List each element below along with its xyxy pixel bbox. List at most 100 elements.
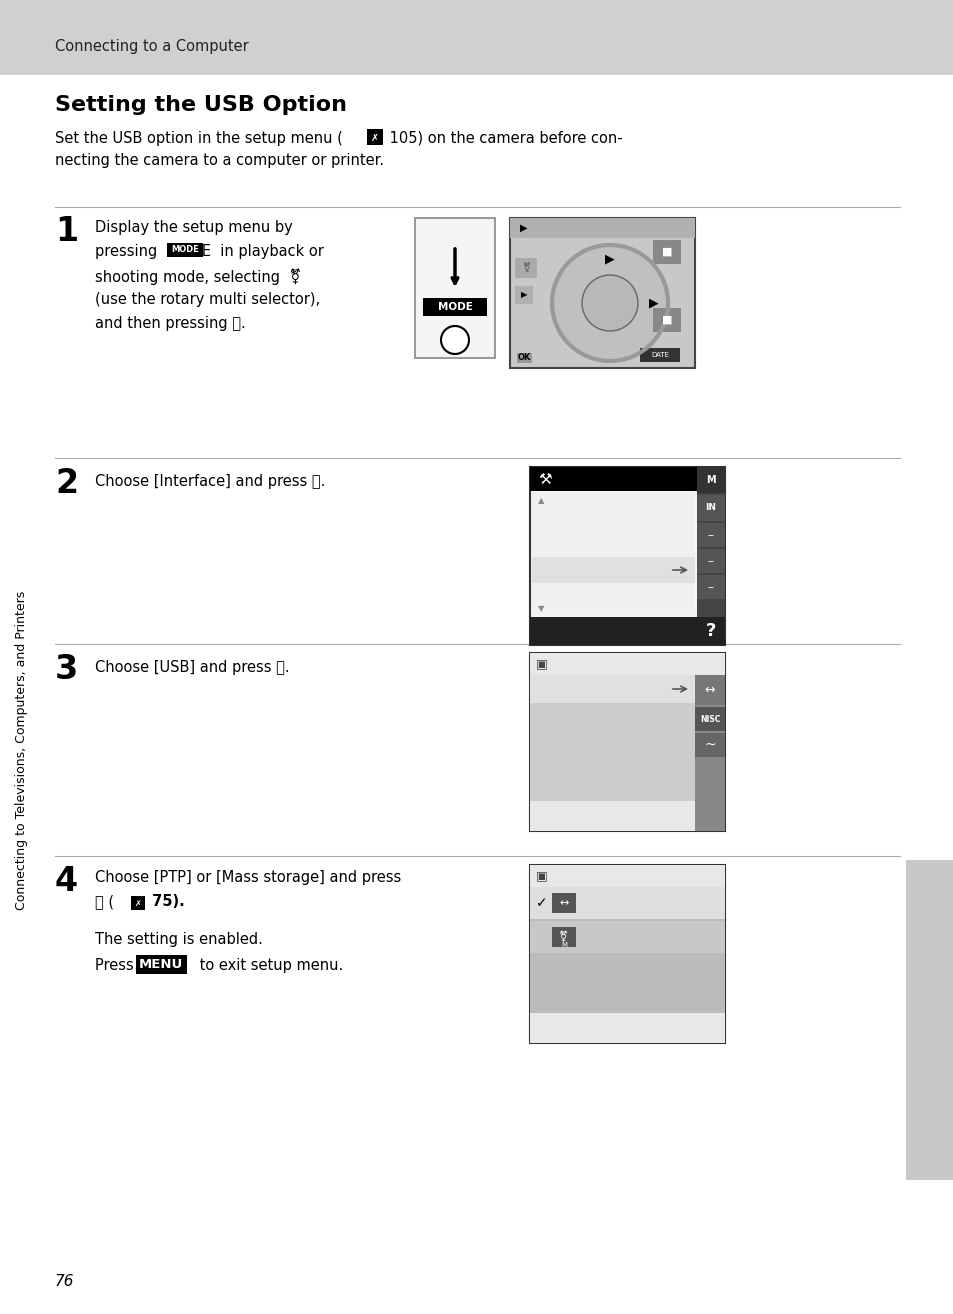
Text: to exit setup menu.: to exit setup menu. xyxy=(194,958,343,972)
Text: ▶: ▶ xyxy=(520,290,527,300)
Bar xyxy=(530,887,724,918)
Text: (use the rotary multi selector),: (use the rotary multi selector), xyxy=(95,292,320,307)
Text: ▶: ▶ xyxy=(604,252,614,265)
Circle shape xyxy=(581,275,638,331)
Bar xyxy=(131,896,145,911)
Bar xyxy=(530,865,724,1043)
Bar xyxy=(530,1013,724,1043)
Bar xyxy=(530,653,724,830)
Text: Display the setup menu by: Display the setup menu by xyxy=(95,219,293,235)
Text: ⚧: ⚧ xyxy=(558,932,568,942)
Circle shape xyxy=(552,244,667,361)
Bar xyxy=(695,675,724,706)
Text: 4: 4 xyxy=(55,865,78,897)
Text: 76: 76 xyxy=(55,1275,74,1289)
Bar xyxy=(530,618,724,645)
Text: ■: ■ xyxy=(661,247,672,258)
Bar xyxy=(530,675,695,703)
Text: MODE: MODE xyxy=(437,302,472,311)
Bar xyxy=(552,926,576,947)
Bar xyxy=(510,218,695,368)
Text: necting the camera to a computer or printer.: necting the camera to a computer or prin… xyxy=(55,152,384,167)
Text: ▣: ▣ xyxy=(536,657,547,670)
Text: NISC: NISC xyxy=(700,715,720,724)
Bar xyxy=(167,243,203,258)
Text: M: M xyxy=(560,942,566,947)
Text: --: -- xyxy=(707,556,714,566)
Bar xyxy=(697,523,724,547)
Bar xyxy=(530,466,724,645)
Text: 105) on the camera before con-: 105) on the camera before con- xyxy=(385,130,622,146)
Bar xyxy=(515,258,537,279)
Bar xyxy=(639,348,679,361)
Bar xyxy=(695,707,724,731)
Bar xyxy=(530,887,724,1043)
Text: MENU: MENU xyxy=(139,958,183,971)
Bar xyxy=(515,286,533,304)
Bar xyxy=(530,653,724,830)
Text: ↔: ↔ xyxy=(558,897,568,908)
Text: Setting the USB Option: Setting the USB Option xyxy=(55,95,347,116)
Text: Press: Press xyxy=(95,958,138,972)
Text: pressing  MODE  in playback or: pressing MODE in playback or xyxy=(95,244,323,259)
Text: 3: 3 xyxy=(55,653,78,686)
Text: ✗: ✗ xyxy=(371,133,378,143)
Text: and then pressing Ⓢ.: and then pressing Ⓢ. xyxy=(95,315,246,331)
Text: ▶: ▶ xyxy=(648,297,659,310)
Bar xyxy=(530,921,724,953)
Text: ✗: ✗ xyxy=(134,899,141,908)
Text: Set the USB option in the setup menu (: Set the USB option in the setup menu ( xyxy=(55,130,342,146)
Text: ▶: ▶ xyxy=(519,223,527,233)
Text: Choose [Interface] and press Ⓢ.: Choose [Interface] and press Ⓢ. xyxy=(95,474,325,489)
Text: ▣: ▣ xyxy=(536,870,547,883)
Bar xyxy=(530,865,724,887)
Text: ⚧: ⚧ xyxy=(521,263,530,273)
Text: 2: 2 xyxy=(55,466,78,501)
Bar xyxy=(530,675,695,830)
Text: DATE: DATE xyxy=(650,352,668,357)
Bar xyxy=(367,129,382,145)
Bar xyxy=(905,859,953,1180)
Circle shape xyxy=(440,326,469,353)
Bar xyxy=(697,495,724,520)
Bar xyxy=(530,653,724,675)
Bar xyxy=(532,557,695,583)
Bar xyxy=(697,466,724,493)
Bar xyxy=(415,218,495,357)
Bar xyxy=(510,218,695,238)
Bar xyxy=(552,894,576,913)
Bar xyxy=(415,218,495,357)
Text: Ⓢ (: Ⓢ ( xyxy=(95,894,114,909)
Text: Choose [USB] and press Ⓢ.: Choose [USB] and press Ⓢ. xyxy=(95,660,290,675)
Bar xyxy=(697,466,724,645)
Text: shooting mode, selecting  ⚧: shooting mode, selecting ⚧ xyxy=(95,268,301,285)
Bar xyxy=(0,0,953,75)
Bar xyxy=(530,802,695,830)
Text: The setting is enabled.: The setting is enabled. xyxy=(95,932,263,947)
Bar xyxy=(532,493,695,615)
Text: M: M xyxy=(705,474,715,485)
Text: ▲: ▲ xyxy=(537,497,544,506)
Text: Choose [PTP] or [Mass storage] and press: Choose [PTP] or [Mass storage] and press xyxy=(95,870,401,886)
Text: ↔: ↔ xyxy=(704,683,715,696)
Text: IN: IN xyxy=(705,503,716,512)
Text: ■: ■ xyxy=(661,315,672,325)
Text: Connecting to Televisions, Computers, and Printers: Connecting to Televisions, Computers, an… xyxy=(15,590,29,909)
Bar xyxy=(510,218,695,368)
Bar xyxy=(697,576,724,599)
Text: ?: ? xyxy=(705,622,716,640)
Bar xyxy=(695,733,724,757)
Text: 75).: 75). xyxy=(147,894,185,909)
Bar xyxy=(530,466,724,645)
Bar xyxy=(652,307,680,332)
Text: ✓: ✓ xyxy=(536,896,547,911)
Text: ▼: ▼ xyxy=(537,604,544,614)
Text: MODE: MODE xyxy=(171,246,199,255)
Bar xyxy=(652,240,680,264)
Text: OK: OK xyxy=(517,353,531,363)
Text: --: -- xyxy=(707,582,714,593)
Text: ⚒: ⚒ xyxy=(537,472,551,486)
Text: Connecting to a Computer: Connecting to a Computer xyxy=(55,39,249,54)
Bar xyxy=(695,675,724,830)
Bar xyxy=(530,865,724,1043)
